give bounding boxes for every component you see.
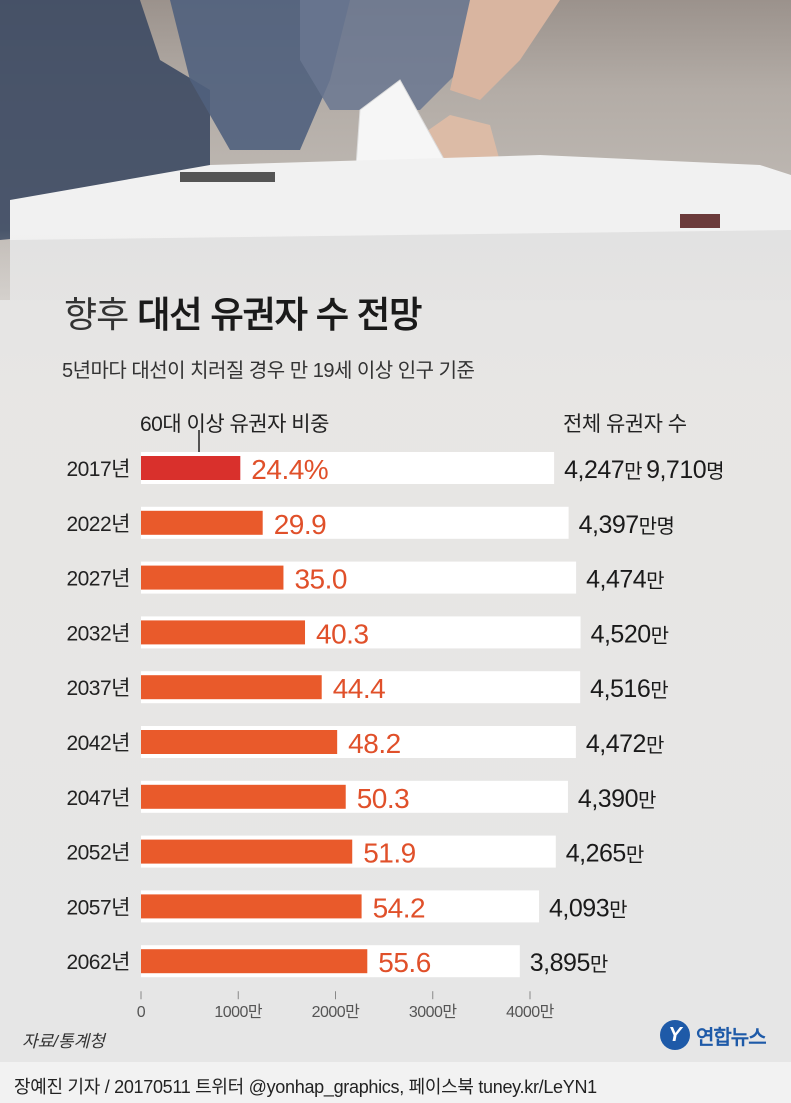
total-voters-number: 4,093: [549, 894, 609, 922]
total-voters-number: 4,516: [590, 675, 650, 703]
chart-title-light: 향후: [64, 294, 129, 335]
senior-share-bar: [141, 730, 338, 754]
x-tick-label: 1000만: [214, 1003, 263, 1021]
senior-share-bar: [141, 949, 368, 974]
bar-row: 2047년 50.3 4,390만: [66, 780, 656, 814]
total-voters-number: 4,265: [566, 840, 626, 868]
year-label: 2047년: [66, 787, 130, 810]
total-voters-value: 3,895만: [530, 949, 608, 977]
total-voters-value: 4,474만: [586, 566, 664, 594]
bar-row: 2057년 54.2 4,093만: [66, 890, 628, 923]
total-voters-unit: 만: [650, 679, 668, 702]
senior-share-value: 29.9: [274, 509, 327, 540]
total-voters-number: 4,390: [578, 785, 638, 813]
share-series-label: 60대 이상 유권자 비중: [140, 413, 329, 436]
total-voters-unit: 만: [609, 898, 627, 921]
year-label: 2062년: [66, 951, 130, 974]
x-tick-label: 0: [137, 1004, 146, 1021]
chart-subtitle: 5년마다 대선이 치러질 경우 만 19세 이상 인구 기준: [62, 360, 475, 382]
bar-row: 2022년 29.9 4,397만명: [66, 506, 675, 540]
senior-share-bar: [141, 784, 346, 809]
x-tick-label: 2000만: [312, 1003, 361, 1021]
senior-share-bar: [141, 510, 263, 535]
total-voters-number: 4,397: [579, 511, 639, 539]
chart-title: 향후 대선 유권자 수 전망: [64, 286, 422, 338]
senior-share-value: 35.0: [294, 564, 347, 595]
senior-share-bar: [141, 565, 284, 590]
total-voters-number: 4,247: [564, 456, 624, 484]
senior-share-value: 48.2: [348, 728, 401, 759]
senior-share-value: 54.2: [373, 892, 426, 923]
total-voters-unit: 만: [638, 789, 656, 812]
total-voters-unit: 만명: [639, 515, 675, 538]
credit-line: 장예진 기자 / 20170511 트위터 @yonhap_graphics, …: [14, 1077, 597, 1097]
bar-row: 2037년 44.4 4,516만: [66, 671, 669, 704]
footer-bar: [0, 1062, 791, 1103]
senior-share-bar: [141, 675, 322, 700]
year-label: 2037년: [66, 677, 130, 700]
senior-share-value: 24.4%: [251, 454, 328, 485]
x-axis: 0 1000만 2000만 3000만 4000만: [137, 991, 555, 1021]
total-voters-unit: 만: [624, 460, 642, 483]
senior-share-value: 50.3: [357, 783, 410, 814]
senior-share-bar: [141, 620, 306, 645]
senior-share-value: 44.4: [333, 673, 386, 704]
total-voters-number-2: 9,710: [646, 456, 706, 484]
senior-share-bar: [141, 456, 241, 480]
total-voters-value: 4,247만 9,710명: [564, 456, 724, 484]
year-label: 2057년: [66, 896, 130, 919]
bar-row: 2027년 35.0 4,474만: [66, 561, 665, 595]
year-label: 2032년: [66, 622, 130, 645]
senior-share-value: 40.3: [316, 618, 369, 649]
total-voters-unit: 만: [646, 570, 664, 593]
x-tick-label: 3000만: [409, 1003, 458, 1021]
bar-row: 2042년 48.2 4,472만: [66, 726, 664, 759]
bar-row: 2062년 55.6 3,895만: [66, 945, 608, 978]
bar-row: 2017년 24.4% 4,247만 9,710명: [66, 452, 725, 485]
yonhap-logo: Y 연합뉴스: [660, 1018, 767, 1052]
year-label: 2022년: [66, 513, 130, 536]
chart-title-bold: 대선 유권자 수 전망: [137, 294, 422, 335]
total-voters-unit-2: 명: [706, 460, 724, 483]
total-voters-number: 4,474: [586, 566, 647, 594]
bar-row: 2032년 40.3 4,520만: [66, 616, 669, 649]
total-voters-value: 4,265만: [566, 840, 644, 868]
total-voters-number: 4,472: [586, 730, 646, 758]
x-tick-label: 4000만: [506, 1003, 555, 1021]
year-label: 2027년: [66, 568, 130, 591]
senior-share-value: 51.9: [363, 838, 416, 869]
yonhap-logo-mark: Y: [660, 1020, 690, 1050]
total-voters-value: 4,472만: [586, 730, 664, 758]
bar-row: 2052년 51.9 4,265만: [66, 835, 644, 869]
total-voters-unit: 만: [646, 734, 664, 757]
total-voters-value: 4,516만: [590, 675, 668, 703]
yonhap-logo-text: 연합뉴스: [696, 1026, 767, 1049]
total-voters-number: 4,520: [591, 620, 651, 648]
total-voters-unit: 만: [626, 844, 644, 867]
total-voters-unit: 만: [651, 624, 669, 647]
senior-share-value: 55.6: [378, 947, 431, 978]
total-voters-value: 4,390만: [578, 785, 656, 813]
total-voters-number: 3,895: [530, 949, 590, 977]
source-note: 자료/통계청: [22, 1032, 105, 1051]
total-series-label: 전체 유권자 수: [563, 413, 687, 436]
senior-share-bar: [141, 839, 353, 864]
senior-share-bar: [141, 894, 362, 919]
total-voters-value: 4,397만명: [579, 511, 675, 539]
year-label: 2017년: [66, 458, 130, 481]
year-label: 2052년: [66, 842, 130, 865]
year-label: 2042년: [66, 732, 130, 755]
total-voters-value: 4,093만: [549, 894, 627, 922]
total-voters-value: 4,520만: [591, 620, 669, 648]
total-voters-unit: 만: [590, 953, 608, 976]
